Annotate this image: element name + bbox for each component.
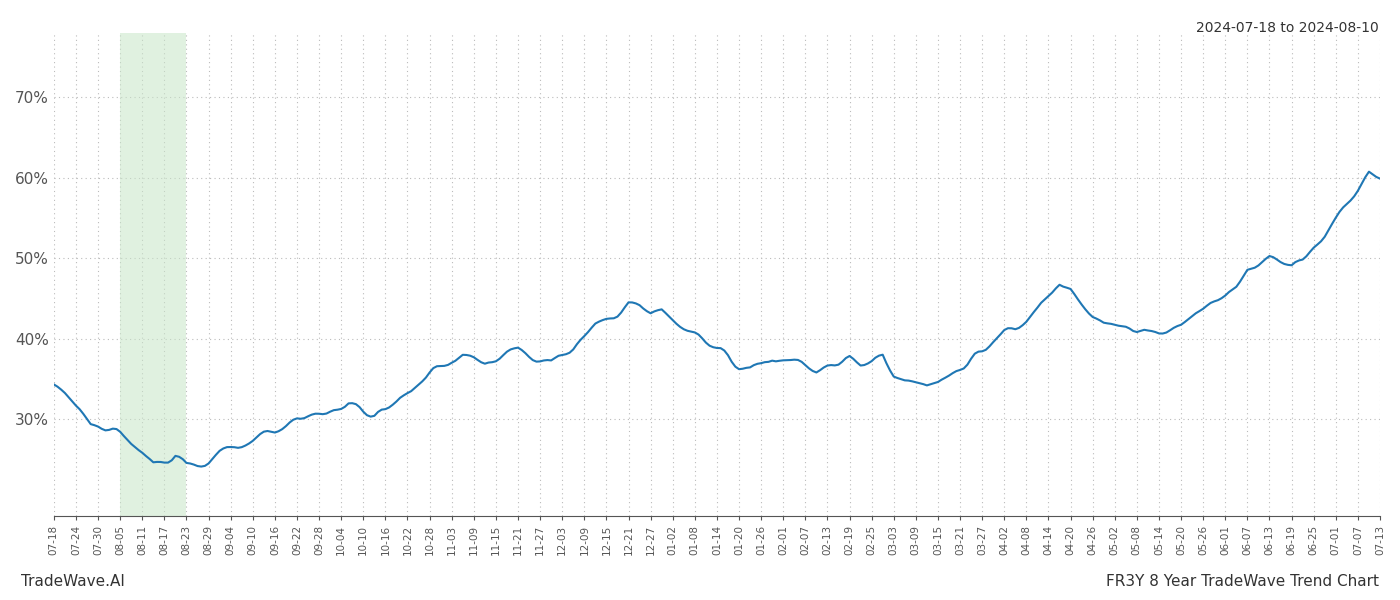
Text: TradeWave.AI: TradeWave.AI: [21, 574, 125, 589]
Bar: [120, 33, 186, 516]
Text: 2024-07-18 to 2024-08-10: 2024-07-18 to 2024-08-10: [1196, 21, 1379, 35]
Text: FR3Y 8 Year TradeWave Trend Chart: FR3Y 8 Year TradeWave Trend Chart: [1106, 574, 1379, 589]
